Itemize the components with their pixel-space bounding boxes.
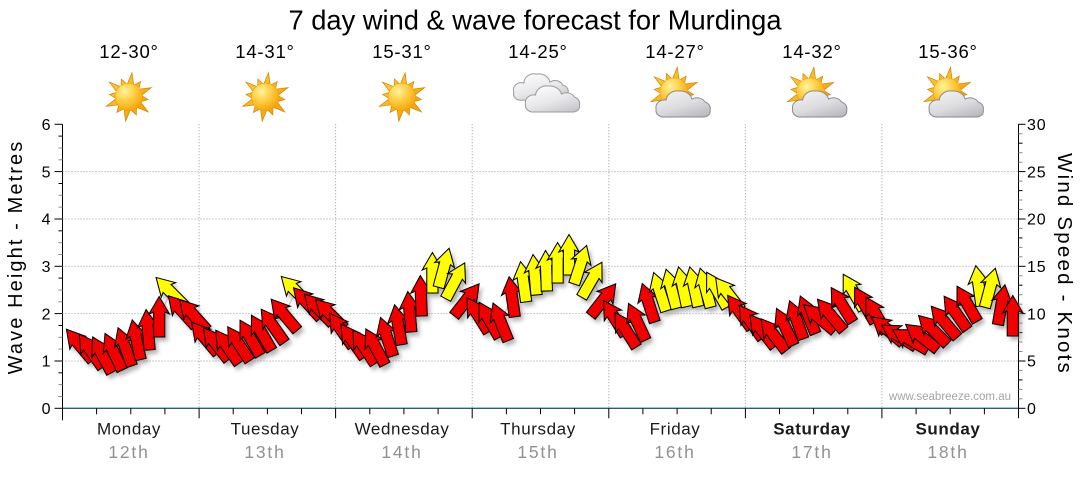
svg-text:15-36°: 15-36° xyxy=(918,41,978,62)
svg-text:15-31°: 15-31° xyxy=(372,41,432,62)
svg-text:3: 3 xyxy=(42,259,51,276)
svg-text:0: 0 xyxy=(42,401,51,418)
svg-text:12th: 12th xyxy=(108,442,149,462)
svg-text:Thursday: Thursday xyxy=(500,420,576,439)
svg-text:14-25°: 14-25° xyxy=(508,41,568,62)
svg-text:6: 6 xyxy=(42,117,51,134)
svg-text:20: 20 xyxy=(1027,212,1046,229)
svg-text:4: 4 xyxy=(42,212,51,229)
svg-text:14th: 14th xyxy=(381,442,422,462)
svg-text:2: 2 xyxy=(42,306,51,323)
svg-text:15th: 15th xyxy=(517,442,558,462)
svg-text:14-27°: 14-27° xyxy=(645,41,705,62)
svg-text:Monday: Monday xyxy=(97,420,161,439)
svg-text:7 day wind & wave forecast for: 7 day wind & wave forecast for Murdinga xyxy=(288,5,782,36)
svg-text:18th: 18th xyxy=(927,442,968,462)
svg-text:Wave Height - Metres: Wave Height - Metres xyxy=(5,140,27,375)
svg-text:Friday: Friday xyxy=(650,420,701,439)
svg-text:13th: 13th xyxy=(244,442,285,462)
svg-text:10: 10 xyxy=(1027,306,1046,323)
svg-text:15: 15 xyxy=(1027,259,1046,276)
svg-text:0: 0 xyxy=(1027,401,1037,418)
svg-text:14-31°: 14-31° xyxy=(235,41,295,62)
svg-text:www.seabreeze.com.au: www.seabreeze.com.au xyxy=(888,391,1011,403)
svg-text:16th: 16th xyxy=(654,442,695,462)
svg-text:Tuesday: Tuesday xyxy=(231,420,300,439)
svg-text:Wednesday: Wednesday xyxy=(355,420,450,439)
svg-text:5: 5 xyxy=(1027,354,1037,371)
svg-text:5: 5 xyxy=(42,164,51,181)
svg-text:30: 30 xyxy=(1027,117,1046,134)
svg-text:14-32°: 14-32° xyxy=(782,41,842,62)
svg-text:Wind Speed - Knots: Wind Speed - Knots xyxy=(1053,153,1076,375)
svg-text:25: 25 xyxy=(1027,164,1046,181)
svg-text:Saturday: Saturday xyxy=(773,420,851,439)
svg-text:17th: 17th xyxy=(791,442,832,462)
svg-text:12-30°: 12-30° xyxy=(99,41,159,62)
svg-text:1: 1 xyxy=(42,354,51,371)
svg-text:Sunday: Sunday xyxy=(915,420,980,439)
